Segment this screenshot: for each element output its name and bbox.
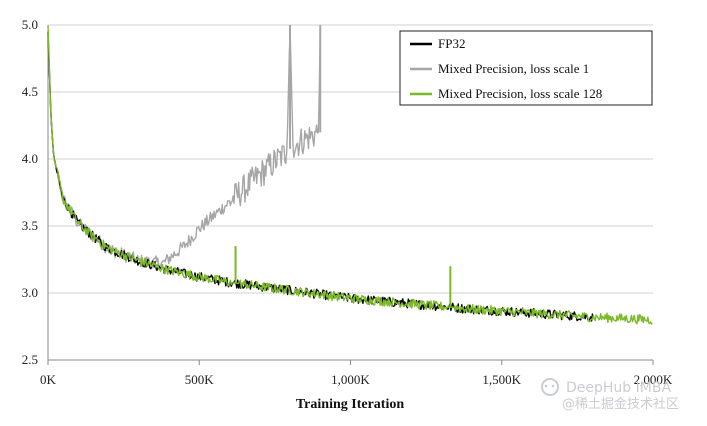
y-tick-label-1: 3.0	[22, 285, 38, 300]
series-line-2	[47, 25, 653, 325]
series-layer	[47, 24, 653, 325]
gridlines	[48, 24, 653, 294]
y-tick-label-2: 3.5	[22, 218, 38, 233]
legend: FP32 Mixed Precision, loss scale 1 Mixed…	[399, 30, 653, 106]
legend-label-fp32: FP32	[438, 36, 465, 51]
y-tick-label-4: 4.5	[22, 84, 38, 99]
watermark-logo-icon	[541, 378, 559, 396]
y-tick-label-3: 4.0	[22, 151, 38, 166]
axes	[47, 25, 654, 365]
x-tick-label-2: 1,000K	[331, 372, 370, 387]
x-tick-label-3: 1,500K	[482, 372, 521, 387]
legend-label-mixed-precision-scale-128: Mixed Precision, loss scale 128	[438, 86, 602, 101]
y-tick-label-0: 2.5	[22, 352, 38, 367]
watermark: DeepHub IMBA @稀土掘金技术社区	[541, 378, 679, 412]
watermark-line-1: DeepHub IMBA	[566, 380, 671, 396]
x-tick-label-1: 500K	[185, 372, 215, 387]
y-tick-label-5: 5.0	[22, 17, 38, 32]
legend-box	[399, 30, 653, 106]
watermark-line-2: @稀土掘金技术社区	[562, 396, 679, 412]
legend-label-mixed-precision-scale-1: Mixed Precision, loss scale 1	[438, 61, 589, 76]
y-tick-labels: 2.5 3.0 3.5 4.0 4.5 5.0	[22, 17, 38, 367]
x-tick-labels: 0K 500K 1,000K 1,500K 2,000K	[40, 372, 673, 387]
x-tick-label-4: 2,000K	[634, 372, 673, 387]
x-tick-label-0: 0K	[40, 372, 57, 387]
x-axis-title: Training Iteration	[296, 397, 404, 412]
